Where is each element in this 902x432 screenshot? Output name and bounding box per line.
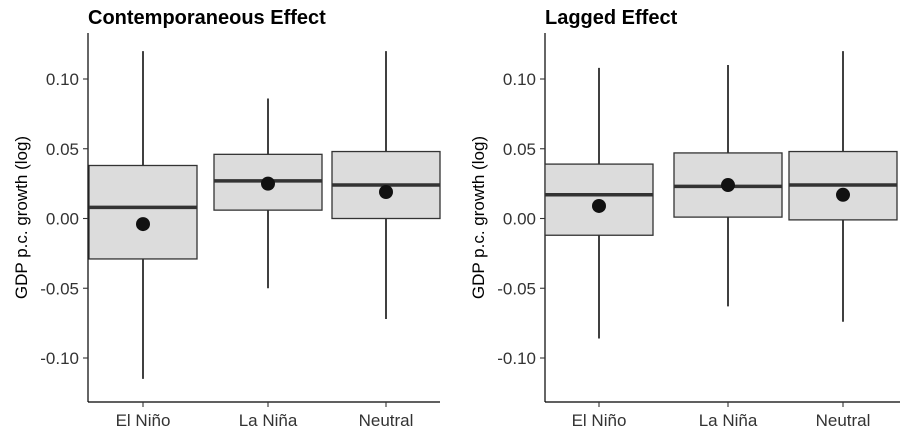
panel-title: Contemporaneous Effect [88, 7, 326, 29]
y-tick-label: -0.05 [497, 279, 536, 298]
x-tick-label: El Niño [116, 411, 171, 430]
panel-title: Lagged Effect [545, 7, 678, 29]
mean-point [379, 184, 393, 199]
x-tick-label: La Niña [239, 411, 298, 430]
mean-point [592, 198, 606, 213]
mean-point [136, 217, 150, 232]
y-tick-label: 0.10 [503, 70, 536, 89]
y-tick-label: 0.00 [503, 210, 536, 229]
y-tick-label: 0.00 [46, 210, 79, 229]
mean-point [261, 176, 275, 191]
y-tick-label: 0.05 [503, 140, 536, 159]
y-tick-label: 0.10 [46, 70, 79, 89]
y-axis-title: GDP p.c. growth (log) [469, 136, 488, 299]
y-tick-label: -0.05 [40, 279, 79, 298]
y-tick-label: -0.10 [40, 349, 79, 368]
y-tick-label: -0.10 [497, 349, 536, 368]
x-tick-label: El Niño [572, 411, 627, 430]
y-axis-title: GDP p.c. growth (log) [12, 136, 31, 299]
mean-point [836, 187, 850, 202]
mean-point [721, 178, 735, 193]
x-tick-label: Neutral [359, 411, 414, 430]
chart-panel-1: Contemporaneous Effect GDP p.c. growth (l… [12, 7, 441, 430]
chart-panel-2: Lagged Effect GDP p.c. growth (log) 0.10 0.… [469, 7, 900, 430]
box-iqr [88, 164, 198, 260]
y-tick-label: 0.05 [46, 140, 79, 159]
x-tick-label: La Niña [699, 411, 758, 430]
x-tick-label: Neutral [816, 411, 871, 430]
